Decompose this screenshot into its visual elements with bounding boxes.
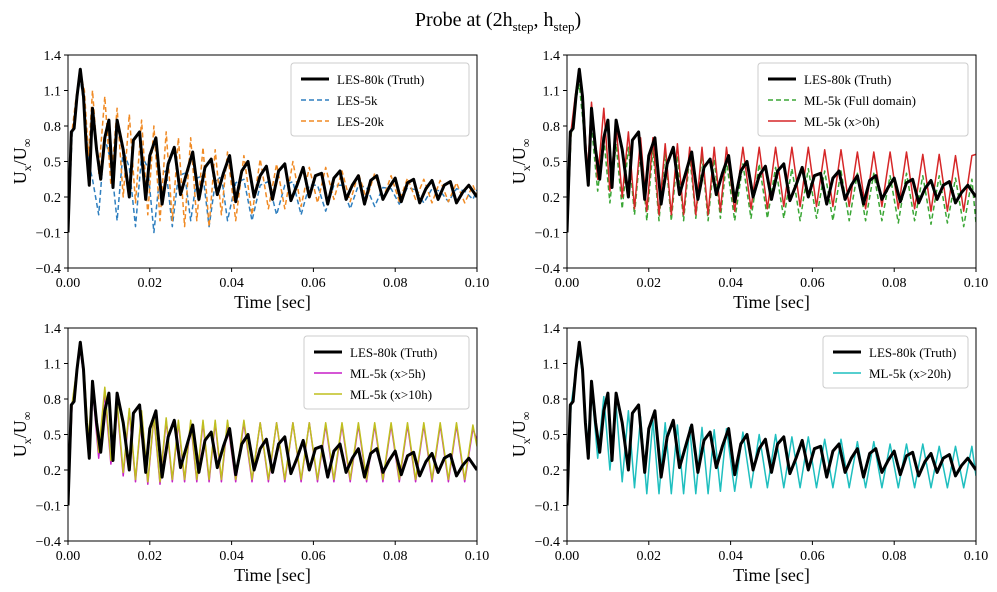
y-tick-label: 1.4 [44, 322, 62, 337]
y-tick-label: 1.1 [543, 358, 561, 373]
chart-panel-2: 0.00 0.02 0.04 0.06 0.08 0.10 1.4 1.1 0.8 0.5 0.2 −… [509, 49, 988, 312]
x-tick-label: 0.02 [637, 549, 662, 564]
x-tick-label: 0.00 [56, 549, 81, 564]
legend: LES-80k (Truth) LES-5k LES-20k [290, 62, 470, 137]
y-tick-label: −0.1 [535, 500, 560, 515]
x-tick-label: 0.08 [882, 276, 907, 291]
chart-panel-3: 0.00 0.02 0.04 0.06 0.08 0.10 1.4 1.1 0.8 0.5 0.2 −… [10, 322, 489, 585]
x-tick-label: 0.06 [800, 549, 825, 564]
y-tick-label: 0.8 [44, 120, 62, 135]
y-tick-label: 1.4 [44, 49, 62, 64]
x-tick-label: 0.08 [383, 549, 408, 564]
x-tick-label: 0.10 [964, 276, 989, 291]
x-tick-label: 0.10 [465, 549, 490, 564]
y-tick-label: 0.8 [44, 393, 62, 408]
figure-title: Probe at (2hstep, hstep) [415, 9, 581, 34]
legend-box [303, 335, 470, 410]
legend-label: ML-5k (x>10h) [350, 387, 432, 402]
x-tick-label: 0.02 [138, 549, 163, 564]
chart-panel-1: 0.00 0.02 0.04 0.06 0.08 0.10 1.4 1.1 0.8 0.5 0.2 −… [10, 49, 489, 312]
x-tick-label: 0.00 [555, 549, 580, 564]
y-tick-label: −0.4 [36, 262, 61, 277]
legend: LES-80k (Truth) ML-5k (Full domain) ML-5k … [757, 62, 969, 137]
x-tick-label: 0.06 [800, 276, 825, 291]
x-tick-label: 0.08 [882, 549, 907, 564]
x-tick-label: 0.08 [383, 276, 408, 291]
legend-label: ML-5k (x>20h) [869, 366, 951, 381]
y-tick-label: 1.4 [543, 49, 561, 64]
y-tick-label: 0.5 [543, 156, 561, 171]
x-tick-label: 0.04 [718, 549, 743, 564]
legend-label: LES-80k (Truth) [804, 72, 891, 87]
x-tick-label: 0.10 [964, 549, 989, 564]
y-tick-label: 0.2 [44, 191, 62, 206]
x-tick-label: 0.04 [718, 276, 743, 291]
legend-label: ML-5k (Full domain) [804, 93, 916, 108]
y-tick-label: 1.1 [44, 358, 62, 373]
x-tick-label: 0.04 [219, 276, 244, 291]
y-tick-label: 0.8 [543, 393, 561, 408]
y-tick-label: −0.1 [36, 227, 61, 242]
y-tick-label: 0.8 [543, 120, 561, 135]
y-tick-label: −0.1 [535, 227, 560, 242]
y-axis-label: Ux/U∞ [509, 139, 533, 185]
y-tick-label: 1.1 [44, 85, 62, 100]
legend-box [290, 62, 470, 137]
series-line-les-5k [68, 77, 477, 234]
legend-label: ML-5k (x>0h) [804, 114, 880, 129]
x-tick-label: 0.06 [301, 549, 326, 564]
y-tick-label: 0.2 [44, 464, 62, 479]
y-axis-label: Ux/U∞ [10, 139, 34, 185]
legend-label: LES-80k (Truth) [350, 345, 437, 360]
y-tick-label: −0.4 [535, 535, 560, 550]
x-tick-label: 0.00 [555, 276, 580, 291]
x-tick-label: 0.04 [219, 549, 244, 564]
x-axis-label: Time [sec] [733, 292, 810, 312]
x-tick-label: 0.06 [301, 276, 326, 291]
legend-label: LES-80k (Truth) [337, 72, 424, 87]
chart-panel-4: 0.00 0.02 0.04 0.06 0.08 0.10 1.4 1.1 0.8 0.5 0.2 −… [509, 322, 988, 585]
legend-label: ML-5k (x>5h) [350, 366, 426, 381]
x-tick-label: 0.10 [465, 276, 490, 291]
y-tick-label: 1.1 [543, 85, 561, 100]
y-tick-label: 0.5 [543, 429, 561, 444]
y-tick-label: 0.2 [543, 191, 561, 206]
series-line-les-80k-truth- [68, 340, 477, 506]
x-axis-label: Time [sec] [234, 565, 311, 585]
x-tick-label: 0.02 [138, 276, 163, 291]
y-tick-label: 0.5 [44, 156, 62, 171]
legend-label: LES-20k [337, 114, 384, 129]
x-axis-label: Time [sec] [733, 565, 810, 585]
legend-box [757, 62, 969, 137]
legend-label: LES-80k (Truth) [869, 345, 956, 360]
x-axis-label: Time [sec] [234, 292, 311, 312]
x-tick-label: 0.02 [637, 276, 662, 291]
y-tick-label: 0.2 [543, 464, 561, 479]
legend: LES-80k (Truth) ML-5k (x>20h) [822, 335, 969, 389]
y-axis-label: Ux/U∞ [10, 412, 34, 458]
legend-box [822, 335, 969, 389]
y-tick-label: −0.1 [36, 500, 61, 515]
series-line-les-80k-truth- [68, 67, 477, 233]
y-tick-label: −0.4 [36, 535, 61, 550]
legend: LES-80k (Truth) ML-5k (x>5h) ML-5k (x>10h) [303, 335, 470, 410]
y-axis-label: Ux/U∞ [509, 412, 533, 458]
y-tick-label: 1.4 [543, 322, 561, 337]
x-tick-label: 0.00 [56, 276, 81, 291]
series-line-les-80k-truth- [567, 67, 976, 233]
y-tick-label: 0.5 [44, 429, 62, 444]
y-tick-label: −0.4 [535, 262, 560, 277]
series-line-les-80k-truth- [567, 340, 976, 506]
legend-label: LES-5k [337, 93, 378, 108]
